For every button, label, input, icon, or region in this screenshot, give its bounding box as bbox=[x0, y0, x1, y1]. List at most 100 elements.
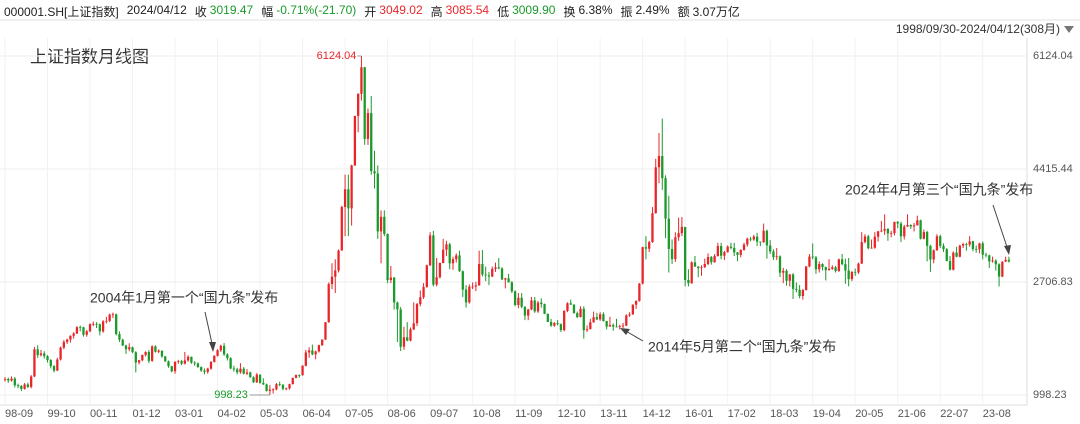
candle-body bbox=[448, 244, 451, 264]
candle-body bbox=[821, 264, 824, 268]
candle-body bbox=[664, 178, 667, 219]
candle-body bbox=[196, 363, 200, 368]
candle-body bbox=[164, 356, 167, 362]
candle-body bbox=[468, 286, 471, 303]
candle-body bbox=[13, 378, 16, 386]
candle-body bbox=[383, 216, 386, 234]
candle-body bbox=[873, 236, 876, 248]
quote-date: 2024/04/12 bbox=[126, 3, 187, 17]
candle-body bbox=[850, 271, 854, 280]
candle-body bbox=[494, 267, 497, 269]
candle-body bbox=[147, 352, 151, 361]
candle-body bbox=[958, 245, 961, 257]
candle-body bbox=[39, 353, 43, 356]
candle-body bbox=[271, 389, 275, 391]
range-label[interactable]: 1998/09/30-2024/04/12(308月) bbox=[896, 22, 1060, 36]
candle-body bbox=[128, 347, 131, 350]
candle-body bbox=[252, 377, 255, 383]
candle-body bbox=[654, 167, 657, 214]
candle-body bbox=[912, 225, 916, 227]
candle-body bbox=[991, 260, 994, 262]
candle-body bbox=[307, 350, 311, 353]
candle-body bbox=[481, 264, 484, 275]
candle-body bbox=[203, 370, 206, 372]
candle-body bbox=[249, 372, 252, 378]
x-tick-label: 20-05 bbox=[855, 408, 883, 420]
candle-body bbox=[88, 324, 92, 332]
candle-body bbox=[602, 314, 605, 322]
candle-body bbox=[7, 379, 10, 381]
candle-body bbox=[330, 276, 334, 285]
candle-body bbox=[33, 349, 36, 377]
candle-body bbox=[919, 220, 922, 239]
candle-body bbox=[533, 300, 536, 312]
candle-body bbox=[1001, 261, 1004, 277]
x-tick-label: 16-01 bbox=[685, 408, 713, 420]
candle-body bbox=[157, 350, 160, 352]
candle-body bbox=[530, 300, 533, 310]
candle-body bbox=[615, 326, 618, 328]
candle-body bbox=[553, 323, 556, 326]
candle-body bbox=[392, 277, 396, 303]
x-tick-label: 08-06 bbox=[388, 408, 416, 420]
x-tick-label: 03-01 bbox=[175, 408, 203, 420]
candle-body bbox=[347, 189, 350, 209]
candle-body bbox=[549, 321, 553, 326]
x-tick-label: 05-03 bbox=[260, 408, 288, 420]
candle-body bbox=[275, 384, 278, 390]
candle-body bbox=[684, 226, 687, 280]
x-tick-label: 11-09 bbox=[515, 408, 542, 420]
candle-body bbox=[131, 347, 134, 353]
candle-body bbox=[425, 265, 428, 287]
candle-body bbox=[978, 243, 981, 250]
candle-body bbox=[36, 349, 39, 356]
candle-body bbox=[585, 329, 589, 331]
candle-body bbox=[46, 356, 49, 361]
candle-body bbox=[236, 369, 239, 373]
candle-body bbox=[474, 285, 478, 287]
candle-body bbox=[193, 362, 196, 364]
candle-body bbox=[697, 266, 700, 269]
candle-body bbox=[200, 367, 203, 371]
candle-body bbox=[890, 233, 893, 234]
candle-body bbox=[520, 297, 523, 307]
quote-header: 000001.SH[上证指数] 2024/04/12 收 3019.47 幅 -0.71%… bbox=[4, 3, 748, 20]
range-dropdown[interactable] bbox=[1064, 26, 1074, 33]
candle-body bbox=[285, 388, 288, 390]
candle-body bbox=[268, 389, 272, 391]
candle-body bbox=[736, 252, 739, 255]
candle-body bbox=[700, 267, 703, 269]
field-value: 3.07万亿 bbox=[692, 5, 740, 19]
candle-body bbox=[641, 247, 644, 284]
candle-body bbox=[209, 362, 213, 369]
candle-body bbox=[860, 242, 863, 264]
candle-body bbox=[190, 356, 193, 363]
candle-body bbox=[854, 271, 857, 273]
candle-body bbox=[177, 361, 180, 362]
candle-body bbox=[536, 302, 540, 312]
candle-body bbox=[883, 228, 886, 231]
candle-body bbox=[746, 238, 749, 245]
field-value: 3085.54 bbox=[445, 3, 490, 17]
candle-body bbox=[311, 350, 314, 355]
candle-body bbox=[775, 256, 778, 258]
candle-body bbox=[749, 238, 752, 240]
candle-body bbox=[782, 270, 785, 273]
x-tick-label: 19-04 bbox=[813, 408, 841, 420]
candle-body bbox=[648, 242, 651, 249]
symbol: 000001.SH[上证指数] bbox=[4, 5, 119, 19]
candle-body bbox=[827, 268, 831, 271]
candle-body bbox=[670, 248, 674, 260]
candle-body bbox=[916, 220, 919, 226]
candle-body bbox=[412, 323, 415, 330]
candle-body bbox=[778, 256, 782, 273]
candle-body bbox=[971, 241, 975, 250]
candle-body bbox=[432, 235, 435, 285]
x-tick-label: 14-12 bbox=[643, 408, 671, 420]
candle-body bbox=[451, 259, 455, 264]
annotation: 2004年1月第一个“国九条”发布 bbox=[90, 290, 278, 306]
candle-body bbox=[402, 337, 406, 347]
candle-body bbox=[556, 323, 559, 325]
candle-body bbox=[719, 246, 723, 256]
